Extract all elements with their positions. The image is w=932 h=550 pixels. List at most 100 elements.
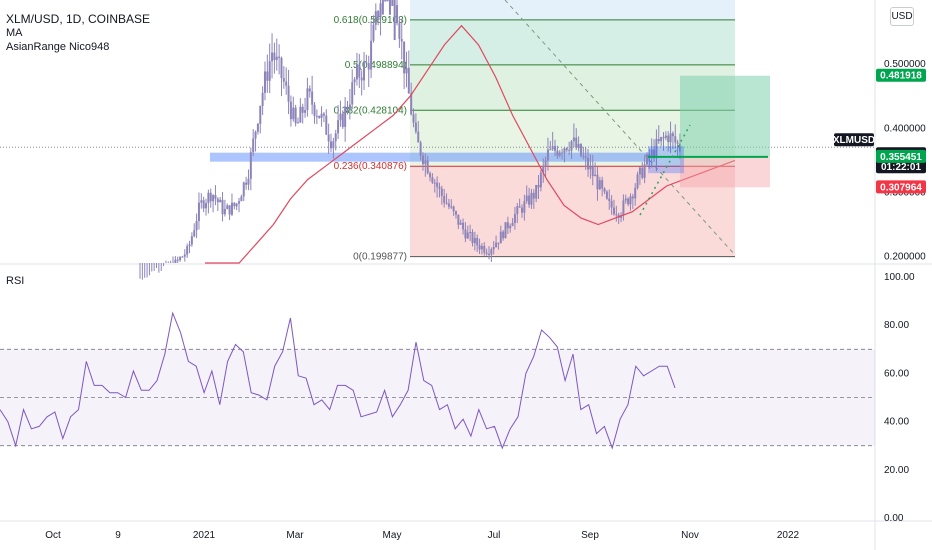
candle-body (403, 41, 406, 74)
candle-body (551, 146, 554, 150)
candle-body (589, 166, 592, 170)
rsi-title[interactable]: RSI (6, 275, 25, 287)
legend-ma[interactable]: MA (6, 27, 23, 39)
candle-body (181, 256, 184, 258)
candle-body (327, 134, 330, 142)
candle-body (483, 245, 486, 253)
candle-body (443, 195, 446, 203)
candle-body (608, 198, 611, 201)
price-axis-tick: 0.400000 (884, 123, 926, 134)
candle-body (431, 177, 434, 183)
candle-body (186, 246, 189, 255)
time-axis-tick: Oct (45, 530, 61, 541)
candle-body (256, 123, 259, 132)
candle-body (462, 222, 465, 230)
candle-body (245, 182, 248, 185)
candle-body (209, 192, 212, 202)
stop-loss-zone[interactable] (680, 156, 770, 188)
time-axis-tick: Sep (581, 530, 599, 541)
candle-body (414, 122, 417, 132)
candle-body (242, 182, 245, 197)
fib-label: 0.618(0.569103) (334, 15, 407, 26)
legend-asian-range[interactable]: AsianRange Nico948 (6, 41, 110, 53)
candle-body (624, 198, 627, 201)
price-axis-tick: 0.500000 (884, 59, 926, 70)
candle-body (469, 231, 472, 233)
candle-body (499, 231, 502, 244)
candle-body (572, 137, 575, 142)
candle-body (667, 135, 670, 143)
candle-body (348, 104, 351, 110)
price-tag (876, 180, 926, 194)
price-tag (834, 133, 874, 147)
candle-body (419, 142, 422, 156)
candle-body (528, 195, 531, 205)
candle-body (176, 259, 179, 261)
candle-body (379, 3, 382, 18)
candle-body (233, 202, 236, 207)
candle-body (532, 192, 535, 199)
candle-body (193, 230, 196, 237)
fib-zone (410, 19, 735, 65)
candle-body (400, 38, 403, 42)
candle-body (471, 231, 474, 244)
candle-body (655, 138, 658, 159)
candle-body (412, 114, 415, 123)
candle-body (188, 244, 191, 247)
candle-body (219, 199, 222, 203)
candle-body (216, 198, 219, 203)
candle-body (429, 173, 432, 178)
candle-body (603, 188, 606, 192)
candle-body (261, 92, 264, 106)
candle-body (417, 131, 420, 143)
candle-body (537, 184, 540, 188)
candle-body (506, 222, 509, 229)
candle-body (259, 105, 262, 124)
currency-button[interactable]: USD (890, 7, 914, 26)
chart-legend: XLM/USD, 1D, COINBASE MA AsianRange Nico… (6, 12, 150, 54)
candle-body (662, 137, 665, 139)
rsi-line (0, 311, 676, 450)
candle-body (174, 259, 177, 263)
candle-body (205, 203, 208, 209)
rsi-axis-tick: 20.00 (884, 465, 909, 476)
moving-average-line (205, 24, 736, 264)
candle-body (513, 214, 516, 223)
candle-body (318, 115, 321, 118)
candle-body (247, 178, 250, 185)
candle-body (601, 180, 604, 189)
candle-body (339, 113, 342, 121)
candle-body (634, 187, 637, 199)
candle-body (605, 191, 608, 199)
candle-body (301, 106, 304, 113)
candle-body (669, 133, 672, 143)
rsi-axis-tick: 0.00 (884, 513, 904, 524)
candle-body (457, 214, 460, 225)
candle-body (664, 135, 667, 138)
take-profit-zone[interactable] (680, 75, 770, 157)
candle-body (473, 237, 476, 244)
candle-body (202, 200, 205, 209)
fib-label: 0.382(0.428104) (334, 105, 407, 116)
candle-body (568, 150, 571, 152)
rsi-axis-tick: 100.00 (884, 272, 915, 283)
candle-body (384, 0, 387, 2)
time-axis-tick: Jul (488, 530, 501, 541)
time-axis-tick: Mar (286, 530, 304, 541)
candle-body (546, 149, 549, 161)
candle-body (388, 0, 391, 15)
candle-body (424, 160, 427, 165)
fib-label: 0.236(0.340876) (334, 161, 407, 172)
candle-body (374, 11, 377, 25)
candle-body (570, 141, 573, 151)
fib-label: 0(0.199877) (353, 252, 407, 263)
candle-body (478, 245, 481, 250)
candle-body (311, 91, 314, 105)
candle-body (190, 236, 193, 245)
price-tag-label: 0.307964 (880, 182, 922, 193)
candle-body (521, 207, 524, 213)
candle-body (325, 115, 328, 135)
candle-body (598, 180, 601, 190)
candle-body (523, 201, 526, 213)
candle-body (582, 155, 585, 157)
